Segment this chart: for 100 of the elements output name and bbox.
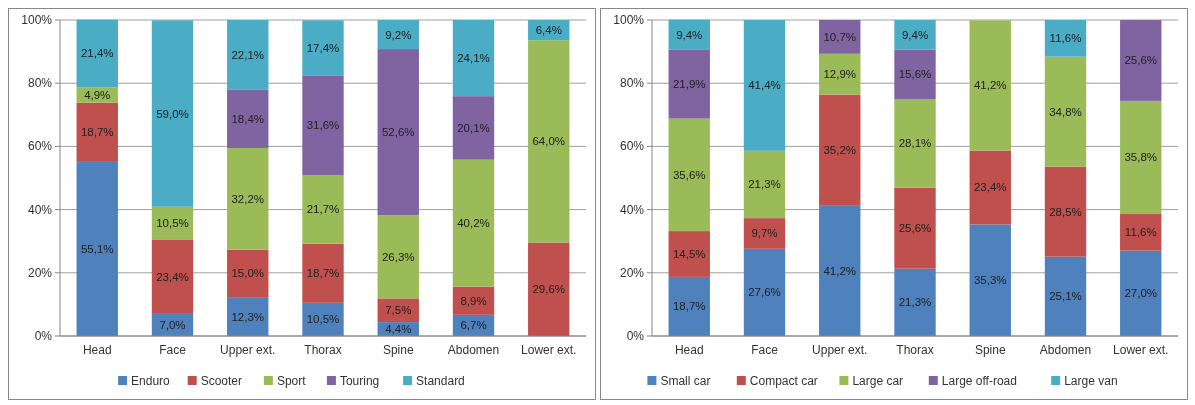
bar	[668, 49, 710, 119]
bar	[1044, 256, 1087, 336]
bar	[227, 147, 269, 250]
data-label: 6,7%	[460, 319, 487, 332]
x-tick-label: Abdomen	[447, 343, 500, 357]
y-tick-label: 60%	[27, 139, 53, 154]
data-label: 40,2%	[457, 217, 490, 230]
legend-label: Small car	[660, 374, 711, 388]
data-label: 6,4%	[535, 24, 562, 37]
x-tick-label: Upper ext.	[220, 343, 276, 357]
y-tick-label: 40%	[619, 202, 645, 217]
data-label: 24,1%	[457, 52, 490, 65]
data-label: 18,7%	[306, 267, 340, 280]
data-label: 25,6%	[1124, 54, 1158, 67]
data-label: 29,6%	[532, 283, 566, 296]
bar	[894, 187, 936, 269]
data-label: 34,8%	[1049, 105, 1082, 118]
data-label: 11,6%	[1124, 226, 1157, 239]
x-tick-label: Face	[159, 343, 187, 357]
bar	[302, 75, 344, 176]
data-label: 32,2%	[231, 192, 265, 205]
bar	[819, 94, 861, 206]
data-label: 27,0%	[1124, 287, 1158, 300]
bar	[528, 242, 570, 336]
data-label: 41,2%	[823, 264, 857, 277]
bar	[969, 20, 1011, 151]
bar	[302, 20, 344, 76]
legend-label: Touring	[339, 374, 380, 388]
x-tick-label: Head	[82, 343, 112, 357]
data-label: 26,3%	[381, 250, 415, 263]
data-label: 9,2%	[385, 28, 412, 41]
data-label: 18,4%	[231, 112, 265, 125]
bar	[743, 248, 786, 336]
data-label: 35,8%	[1124, 151, 1158, 164]
data-label: 11,6%	[1049, 32, 1082, 45]
y-tick-label: 0%	[34, 329, 53, 343]
bar	[76, 161, 118, 336]
bar	[743, 20, 786, 151]
data-label: 15,6%	[898, 68, 932, 81]
data-label: 9,4%	[901, 28, 929, 41]
data-label: 4,9%	[84, 89, 111, 102]
data-label: 22,1%	[231, 48, 265, 61]
legend-label: Large van	[1064, 374, 1118, 388]
bar	[668, 118, 710, 232]
bar	[668, 231, 710, 277]
data-label: 7,0%	[159, 318, 186, 331]
data-label: 23,4%	[156, 270, 189, 283]
data-label: 21,9%	[672, 77, 706, 90]
data-label: 64,0%	[532, 135, 566, 148]
bar	[1044, 20, 1087, 57]
bar	[302, 175, 344, 244]
bar	[151, 20, 194, 207]
bar	[894, 99, 936, 188]
data-label: 10,7%	[823, 30, 857, 43]
legend-label: Enduro	[131, 374, 171, 388]
data-label: 18,7%	[80, 126, 114, 139]
data-label: 52,6%	[381, 126, 415, 139]
bar	[377, 49, 419, 216]
data-label: 9,4%	[676, 28, 703, 41]
legend-label: Standard	[416, 374, 465, 388]
bar	[894, 268, 936, 336]
bar	[1120, 100, 1162, 215]
y-tick-label: 100%	[21, 13, 53, 27]
data-label: 15,0%	[231, 267, 265, 280]
data-label: 21,3%	[748, 178, 781, 191]
data-label: 7,5%	[385, 304, 412, 317]
bar	[377, 215, 419, 299]
bar	[894, 49, 936, 99]
data-label: 21,3%	[898, 296, 932, 309]
bar	[668, 276, 710, 336]
bar	[894, 20, 936, 50]
y-tick-label: 20%	[27, 265, 53, 280]
x-tick-label: Lower ext.	[1113, 343, 1169, 357]
bar	[1044, 166, 1087, 257]
x-tick-label: Upper ext.	[812, 343, 868, 357]
data-label: 12,9%	[823, 68, 857, 81]
bar	[76, 102, 118, 162]
x-tick-label: Thorax	[304, 343, 342, 357]
data-label: 20,1%	[457, 121, 490, 134]
legend-label: Large car	[852, 374, 904, 388]
x-tick-label: Thorax	[896, 343, 934, 357]
x-tick-label: Lower ext.	[521, 343, 577, 357]
data-label: 41,2%	[973, 79, 1007, 92]
bar	[743, 218, 786, 249]
bar	[452, 159, 495, 287]
data-label: 4,4%	[385, 323, 412, 336]
bar	[452, 20, 495, 97]
bar	[819, 205, 861, 336]
bar	[1120, 214, 1162, 251]
x-tick-label: Spine	[382, 343, 414, 357]
data-label: 23,4%	[973, 181, 1007, 194]
bar	[227, 20, 269, 90]
data-label: 28,1%	[898, 137, 932, 150]
bar	[1120, 20, 1162, 101]
legend-label: Large off-road	[941, 374, 1017, 388]
data-label: 21,4%	[80, 47, 114, 60]
x-tick-label: Face	[751, 343, 779, 357]
y-tick-label: 20%	[619, 265, 645, 280]
bar	[227, 89, 269, 148]
data-label: 27,6%	[748, 286, 781, 299]
